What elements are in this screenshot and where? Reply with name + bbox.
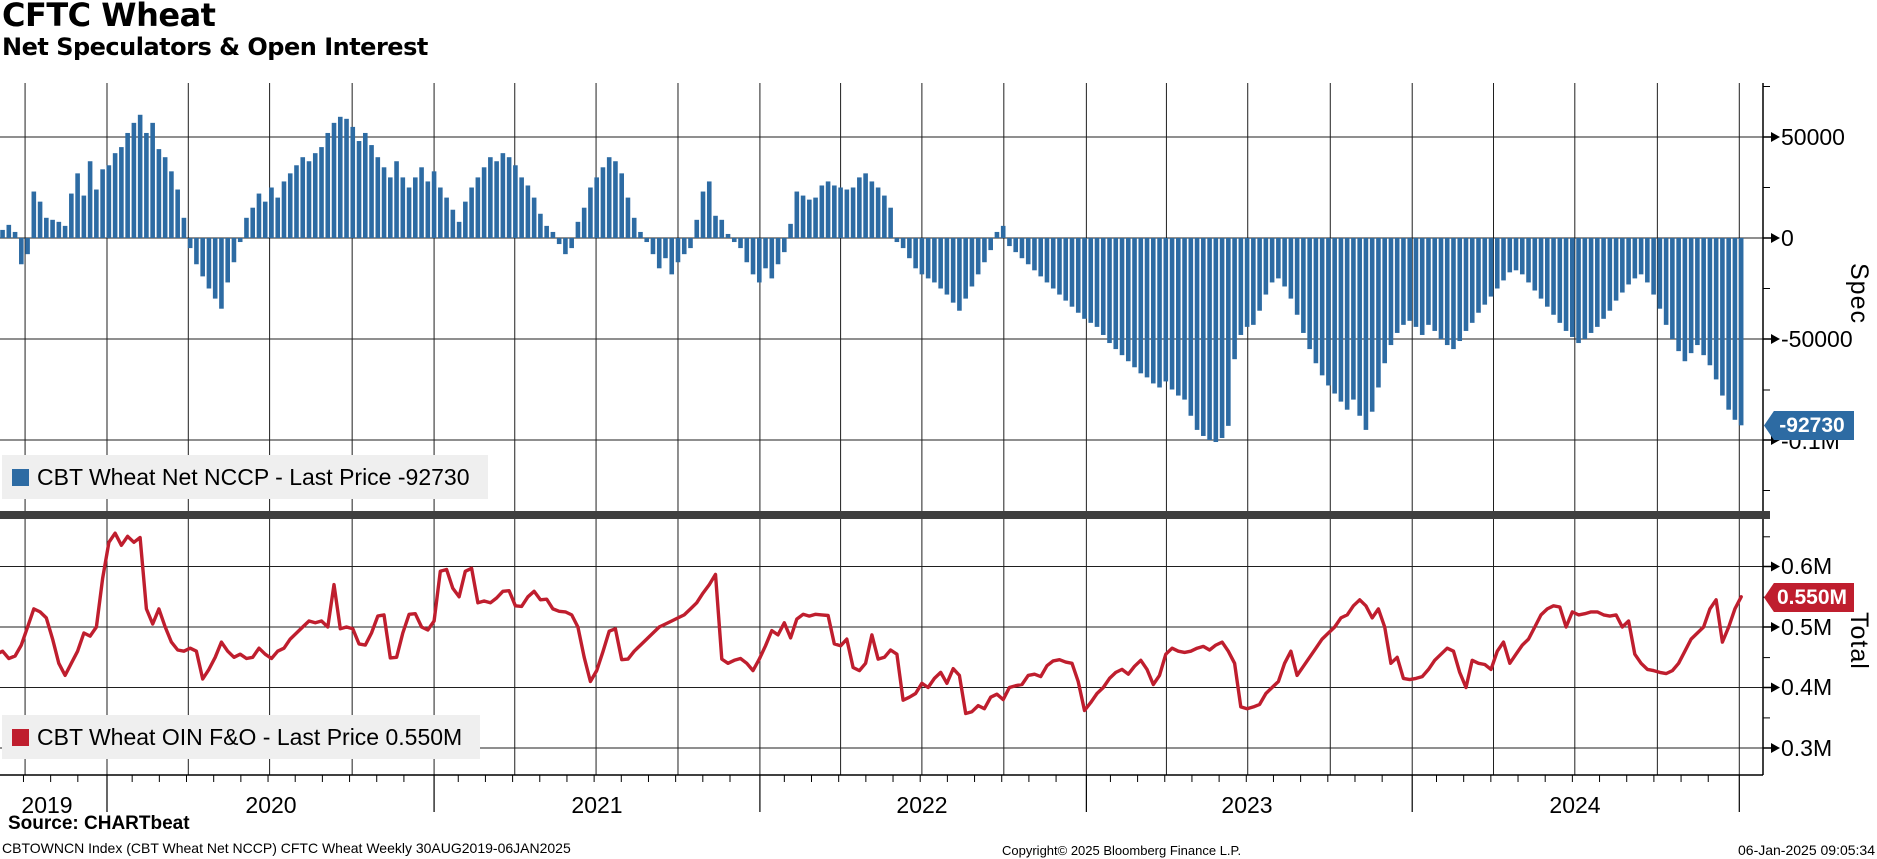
page-title: CFTC Wheat <box>2 0 216 34</box>
line-series-oin <box>0 531 1743 716</box>
spec-tick-50000: 50000 <box>1781 124 1845 150</box>
panel-divider <box>0 511 1770 519</box>
x-year-2020: 2020 <box>245 792 297 818</box>
security-string: CBTOWNCN Index (CBT Wheat Net NCCP) CFTC… <box>2 840 571 856</box>
total-tick-05m: 0.5M <box>1781 614 1833 640</box>
spec-tick-n50000: -50000 <box>1781 326 1853 352</box>
legend-swatch-red-icon <box>12 728 29 746</box>
bar-series-net-nccp <box>0 114 1744 443</box>
page-subtitle: Net Speculators & Open Interest <box>2 33 428 61</box>
x-year-2021: 2021 <box>571 792 623 818</box>
timestamp-label: 06-Jan-2025 09:05:34 <box>1738 842 1875 858</box>
legend-total: CBT Wheat OIN F&O - Last Price 0.550M <box>2 715 481 759</box>
total-axis-title: Total <box>1845 612 1873 670</box>
total-tick-04m: 0.4M <box>1781 674 1833 700</box>
legend-swatch-blue-icon <box>12 468 29 486</box>
total-tick-03m: 0.3M <box>1781 735 1833 761</box>
bottom-axis <box>0 774 1763 812</box>
last-price-tag-total: 0.550M <box>1764 583 1854 612</box>
source-label: Source: CHARTbeat <box>8 813 190 834</box>
legend-spec-label: CBT Wheat Net NCCP - Last Price -92730 <box>37 463 470 490</box>
x-year-2024: 2024 <box>1549 792 1601 818</box>
total-tick-06m: 0.6M <box>1781 553 1833 579</box>
x-year-2023: 2023 <box>1221 792 1273 818</box>
gridlines-horizontal <box>0 136 1763 749</box>
legend-total-label: CBT Wheat OIN F&O - Last Price 0.550M <box>37 723 463 750</box>
x-year-2022: 2022 <box>896 792 948 818</box>
x-year-2019: 2019 <box>21 792 73 818</box>
spec-axis-title: Spec <box>1845 263 1873 324</box>
spec-tick-0: 0 <box>1781 225 1794 251</box>
copyright-label: Copyright© 2025 Bloomberg Finance L.P. <box>1002 843 1242 858</box>
legend-spec: CBT Wheat Net NCCP - Last Price -92730 <box>2 455 488 499</box>
last-price-tag-spec: -92730 <box>1764 411 1854 440</box>
